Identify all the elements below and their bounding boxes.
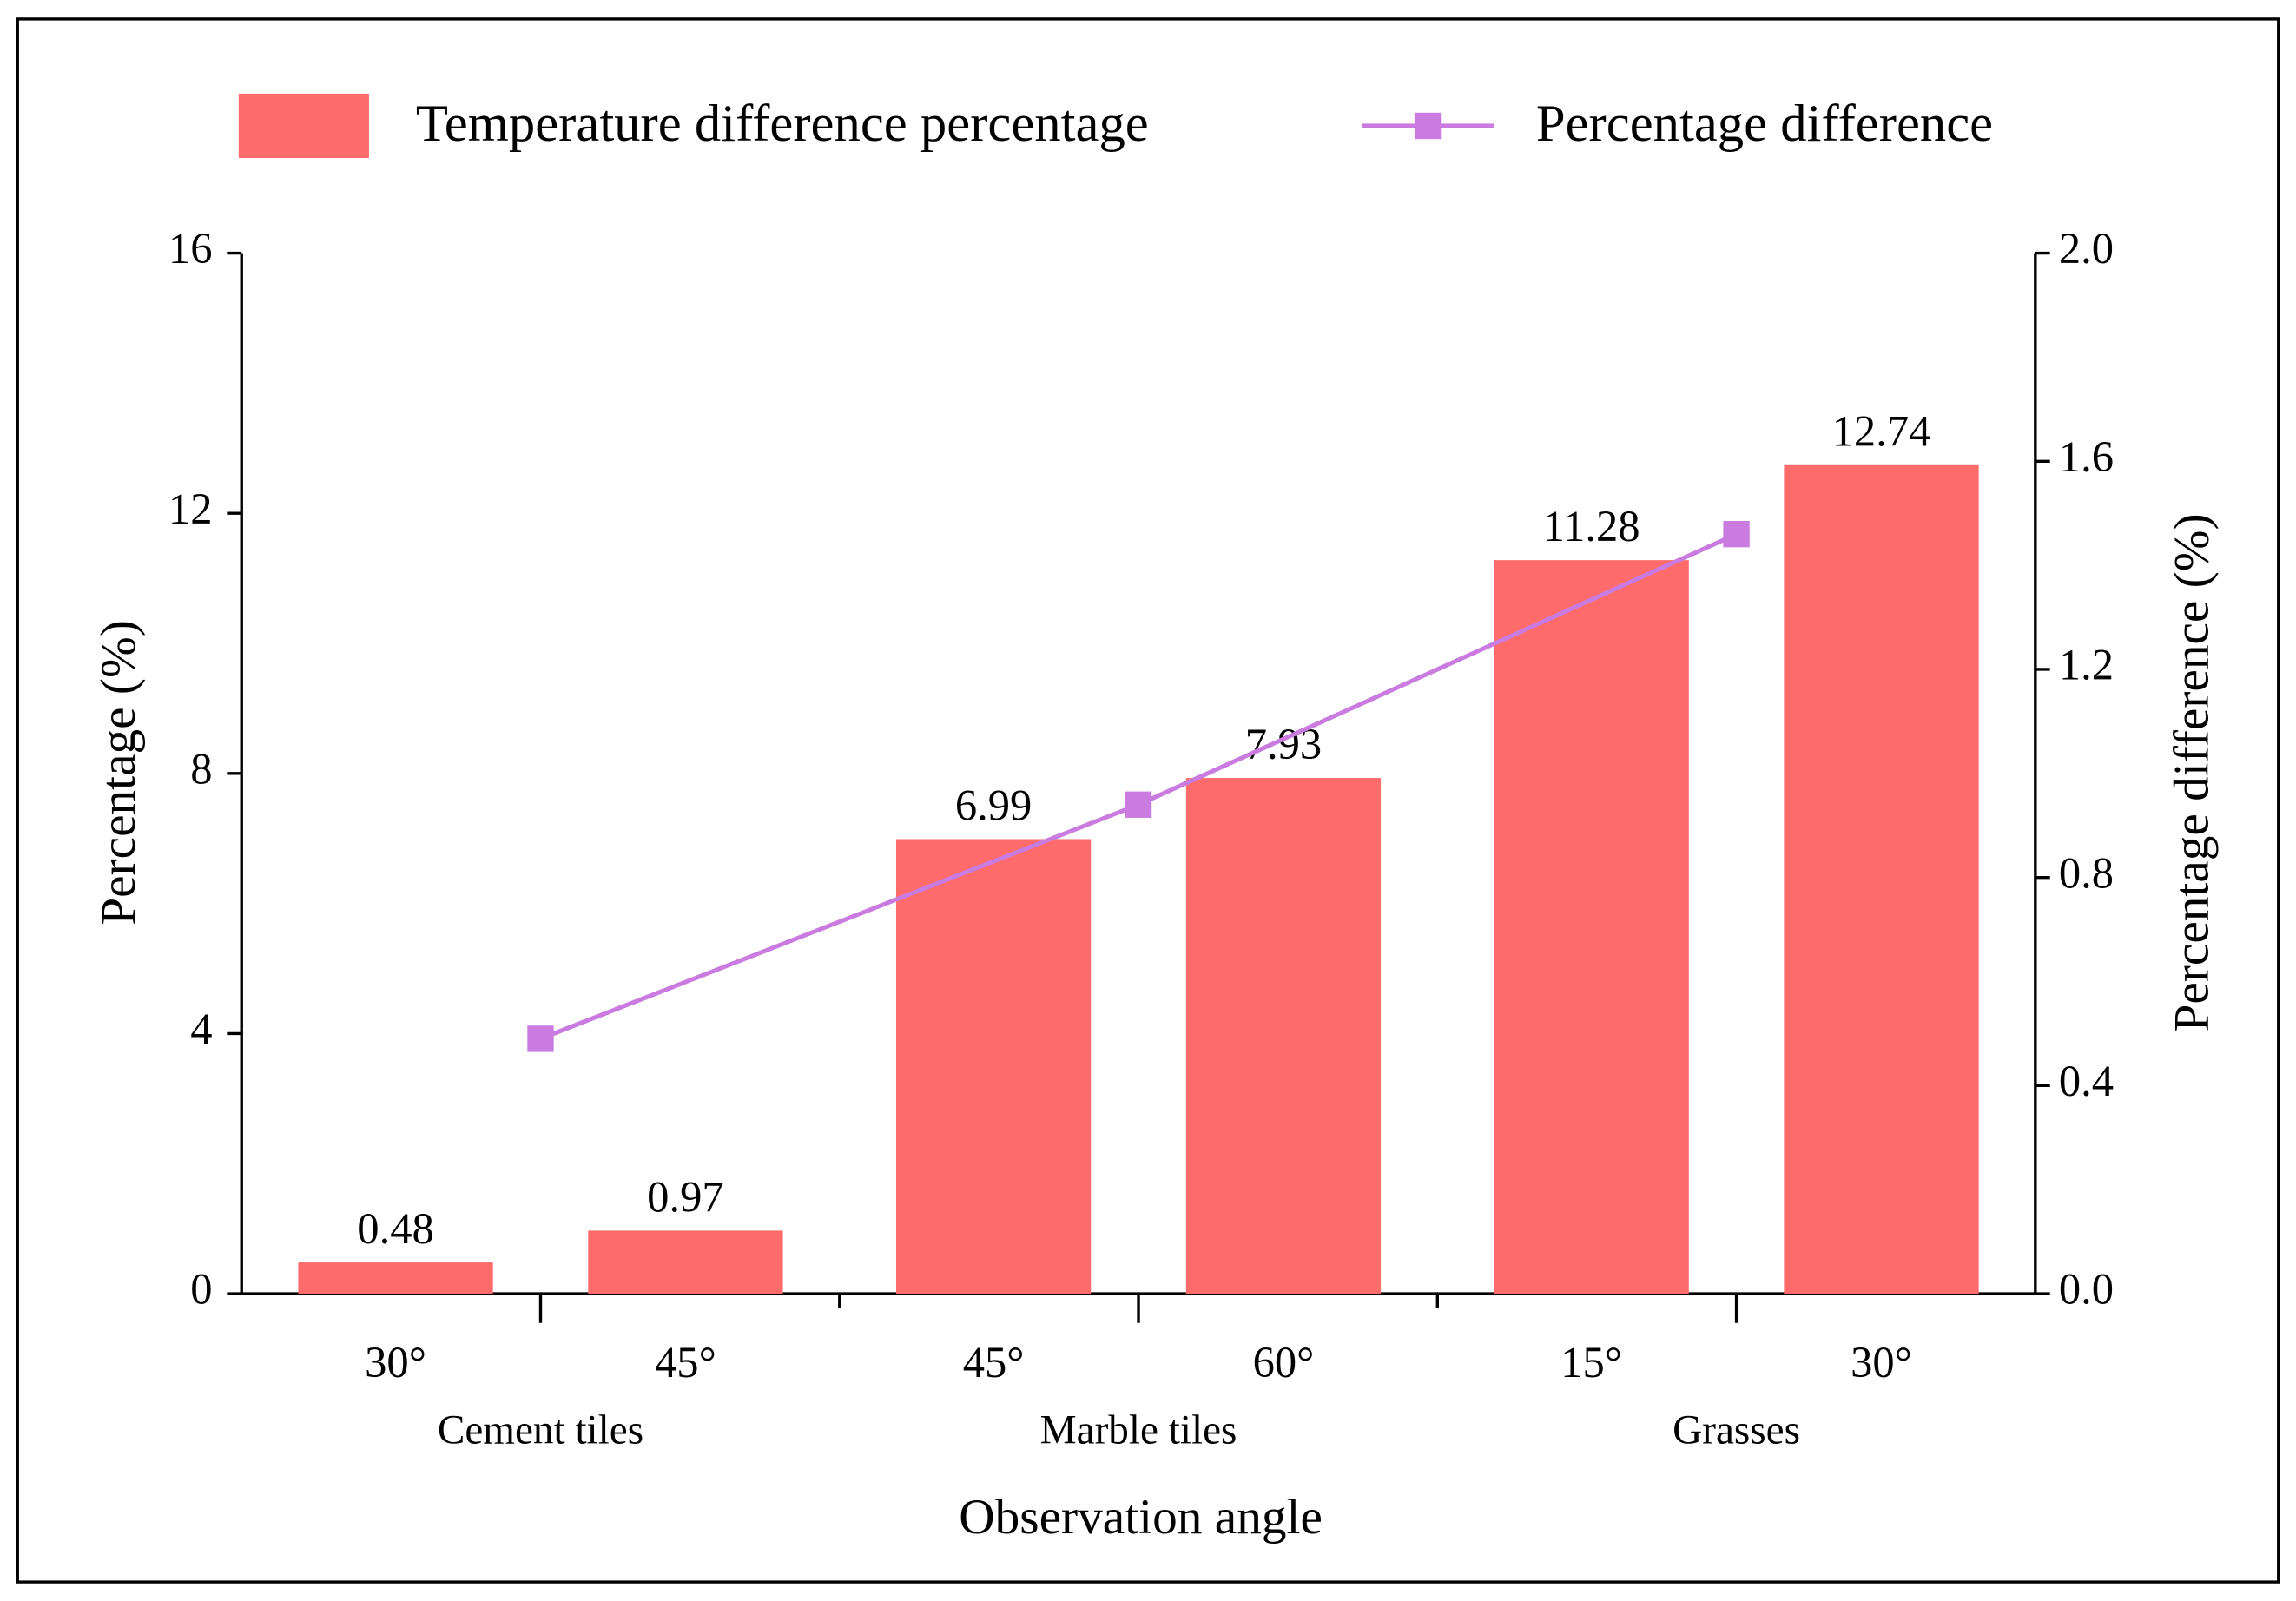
x-tick-label: 15° <box>1560 1338 1622 1387</box>
x-tick-label: 45° <box>963 1338 1025 1387</box>
line-marker <box>1125 791 1152 818</box>
y-tick-label: 8 <box>190 744 212 793</box>
legend-label: Percentage difference <box>1536 95 1993 153</box>
bar <box>588 1230 783 1295</box>
y2-tick-label: 0.8 <box>2059 848 2114 897</box>
y-tick-label: 12 <box>168 484 213 533</box>
x-tick-label: 60° <box>1253 1338 1315 1387</box>
legend-swatch <box>238 93 369 159</box>
y-tick-label: 4 <box>190 1005 212 1053</box>
bar-value-label: 11.28 <box>1543 502 1640 550</box>
y2-tick-label: 0.0 <box>2059 1265 2114 1314</box>
bar <box>298 1262 493 1295</box>
y2-tick-label: 2.0 <box>2059 224 2114 273</box>
y-tick-label: 0 <box>190 1265 212 1314</box>
y2-axis-label: Percentage difference (%) <box>2164 513 2219 1031</box>
bar <box>895 839 1092 1295</box>
x-group-label: Grasses <box>1673 1408 1800 1453</box>
line-marker <box>527 1025 554 1052</box>
y2-tick-label: 1.6 <box>2059 432 2114 481</box>
bar-value-label: 6.99 <box>955 781 1033 829</box>
frame <box>16 17 2280 1584</box>
x-tick-label: 45° <box>655 1338 716 1387</box>
bar-value-label: 12.74 <box>1832 407 1931 456</box>
x-axis-label: Observation angle <box>959 1490 1323 1545</box>
y-tick-label: 16 <box>168 224 213 273</box>
x-tick-label: 30° <box>1851 1338 1912 1387</box>
bar-value-label: 0.48 <box>357 1204 434 1253</box>
bar <box>1185 778 1382 1295</box>
bar-value-label: 0.97 <box>647 1172 724 1221</box>
y-axis-label: Percentage (%) <box>91 620 146 926</box>
bar <box>1494 560 1689 1295</box>
x-group-label: Cement tiles <box>438 1408 643 1453</box>
x-tick-label: 30° <box>365 1338 426 1387</box>
y2-tick-label: 0.4 <box>2059 1057 2114 1105</box>
line-marker <box>1723 521 1750 548</box>
x-group-label: Marble tiles <box>1040 1408 1237 1453</box>
y2-tick-label: 1.2 <box>2059 641 2114 689</box>
bar <box>1784 464 1979 1295</box>
legend-label: Temperature difference percentage <box>416 95 1149 153</box>
legend-swatch <box>1414 112 1442 140</box>
